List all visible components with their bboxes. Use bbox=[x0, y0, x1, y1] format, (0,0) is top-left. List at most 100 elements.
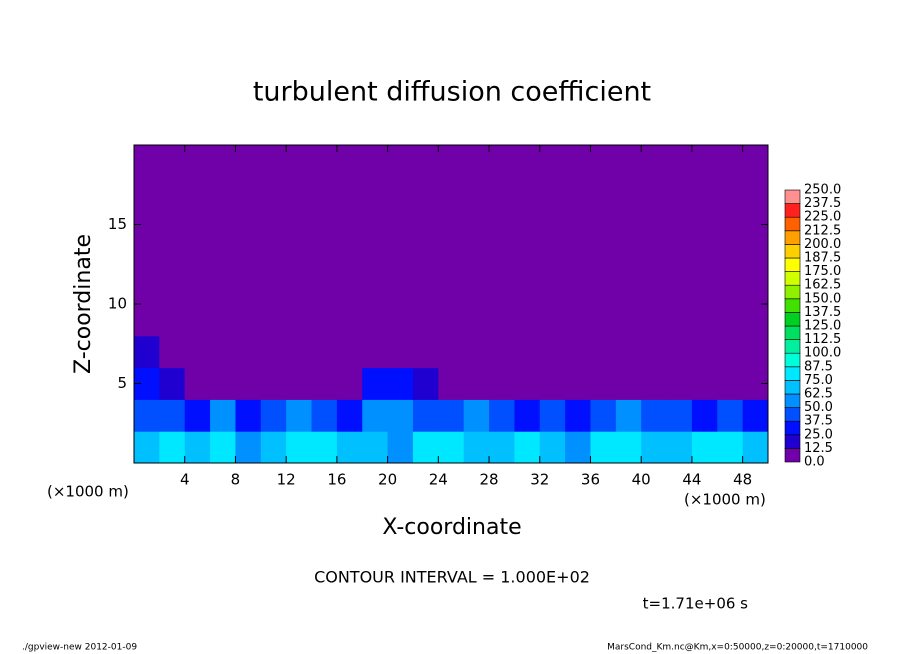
field-cell bbox=[260, 335, 287, 369]
field-cell bbox=[412, 304, 439, 337]
field-cell bbox=[691, 431, 718, 464]
time-label: t=1.71e+06 s bbox=[643, 595, 749, 613]
colorbar-swatch bbox=[784, 271, 801, 286]
field-cell bbox=[514, 145, 541, 178]
field-cell bbox=[362, 208, 389, 241]
field-cell bbox=[336, 176, 363, 210]
field-cell bbox=[565, 335, 591, 369]
field-cell bbox=[336, 208, 363, 241]
field-cell bbox=[539, 335, 566, 369]
field-cell bbox=[286, 272, 313, 305]
field-cell bbox=[387, 367, 414, 400]
field-cell bbox=[235, 367, 262, 400]
field-cell bbox=[134, 399, 160, 432]
field-cell bbox=[717, 176, 744, 210]
field-cell bbox=[590, 176, 617, 210]
field-cell bbox=[590, 272, 617, 305]
field-cell bbox=[463, 335, 490, 369]
field-cell bbox=[159, 431, 186, 464]
field-cell bbox=[742, 240, 769, 273]
field-cell bbox=[336, 367, 363, 400]
colorbar-label: 137.5 bbox=[804, 305, 841, 320]
field-cell bbox=[159, 176, 186, 210]
field-cell bbox=[412, 399, 439, 432]
field-cell bbox=[539, 145, 566, 178]
field-cell bbox=[438, 431, 465, 464]
colorbar-swatch bbox=[784, 216, 801, 232]
field-cell bbox=[641, 304, 668, 337]
field-cell bbox=[159, 304, 186, 337]
field-cell bbox=[742, 399, 769, 432]
colorbar-label: 37.5 bbox=[804, 414, 833, 429]
field-cell bbox=[615, 431, 642, 464]
y-tick-label: 15 bbox=[108, 215, 127, 233]
colorbar-label: 12.5 bbox=[804, 441, 833, 456]
field-cell bbox=[666, 240, 693, 273]
field-cell bbox=[691, 208, 718, 241]
x-tick-label: 36 bbox=[581, 471, 600, 489]
field-cell bbox=[717, 399, 744, 432]
field-cell bbox=[235, 431, 262, 464]
colorbar-label: 50.0 bbox=[804, 400, 833, 415]
field-cell bbox=[438, 208, 465, 241]
field-cell bbox=[438, 272, 465, 305]
field-cell bbox=[514, 335, 541, 369]
field-cell bbox=[438, 145, 465, 178]
field-cell bbox=[286, 240, 313, 273]
field-cell bbox=[514, 367, 541, 400]
field-cell bbox=[641, 240, 668, 273]
x-tick-label: 40 bbox=[632, 471, 651, 489]
field-cell bbox=[210, 367, 236, 400]
field-cell bbox=[691, 240, 718, 273]
field-cell bbox=[134, 176, 160, 210]
field-cell bbox=[387, 335, 414, 369]
field-cell bbox=[641, 272, 668, 305]
field-cell bbox=[463, 304, 490, 337]
field-cell bbox=[514, 399, 541, 432]
field-cell bbox=[336, 335, 363, 369]
field-cell bbox=[387, 145, 414, 178]
field-cell bbox=[565, 272, 591, 305]
colorbar-swatch bbox=[784, 244, 801, 259]
colorbar-swatch bbox=[784, 380, 801, 395]
colorbar-swatch bbox=[784, 203, 801, 218]
field-cell bbox=[235, 208, 262, 241]
field-cell bbox=[641, 431, 668, 464]
x-tick-label: 8 bbox=[231, 471, 241, 489]
field-cell bbox=[742, 335, 769, 369]
field-cell bbox=[565, 431, 591, 464]
field-cell bbox=[184, 272, 211, 305]
field-cell bbox=[387, 304, 414, 337]
field-cell bbox=[286, 431, 313, 464]
field-cell bbox=[489, 399, 515, 432]
field-cell bbox=[438, 335, 465, 369]
field-cell bbox=[691, 176, 718, 210]
field-cell bbox=[539, 272, 566, 305]
field-cell bbox=[590, 431, 617, 464]
field-cell bbox=[590, 399, 617, 432]
field-cell bbox=[311, 176, 338, 210]
field-cell bbox=[717, 208, 744, 241]
field-cell bbox=[641, 208, 668, 241]
field-cell bbox=[286, 335, 313, 369]
field-cell bbox=[590, 208, 617, 241]
y-tick-label: 5 bbox=[117, 374, 127, 392]
field-cell bbox=[260, 367, 287, 400]
colorbar-label: 62.5 bbox=[804, 387, 833, 402]
field-cell bbox=[463, 431, 490, 464]
field-cell bbox=[286, 208, 313, 241]
field-cell bbox=[666, 176, 693, 210]
field-cell bbox=[362, 272, 389, 305]
colorbar-label: 212.5 bbox=[804, 223, 841, 238]
field-cell bbox=[412, 145, 439, 178]
field-cell bbox=[362, 399, 389, 432]
field-cell bbox=[412, 335, 439, 369]
colorbar-label: 112.5 bbox=[804, 332, 841, 347]
colorbar-label: 150.0 bbox=[804, 291, 841, 306]
field-cell bbox=[489, 208, 515, 241]
field-cell bbox=[387, 399, 414, 432]
field-cell bbox=[666, 208, 693, 241]
field-cell bbox=[134, 240, 160, 273]
field-cell bbox=[260, 145, 287, 178]
field-cell bbox=[717, 304, 744, 337]
